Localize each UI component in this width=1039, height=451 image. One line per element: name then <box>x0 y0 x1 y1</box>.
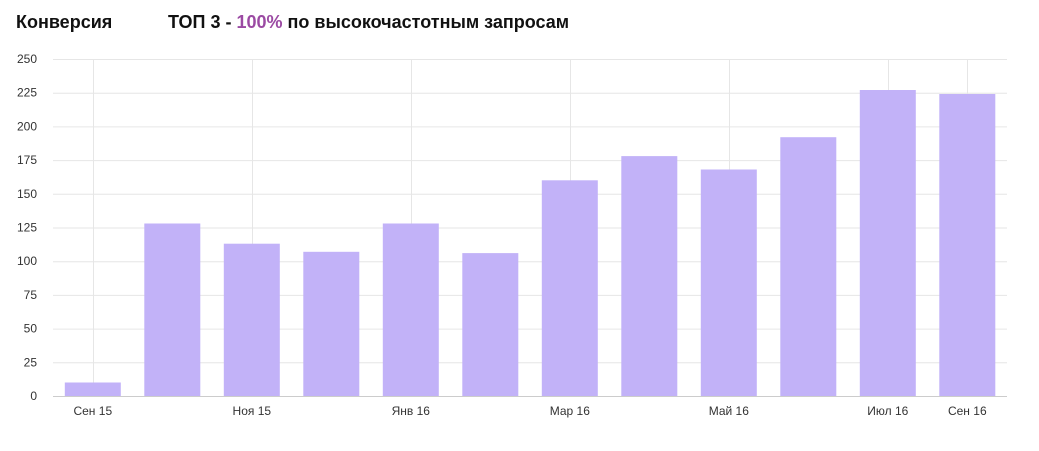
axis-layer: 0 25 50 75 100 125 150 175 200 225 250 Сен 15 Ноя 15… <box>17 52 1007 418</box>
x-tick-label: Сен 15 <box>73 404 112 418</box>
bar <box>700 169 757 396</box>
headline-value: 100% <box>236 12 283 32</box>
y-tick-label: 75 <box>24 288 38 302</box>
x-tick-label: Янв 16 <box>392 404 431 418</box>
bar <box>541 180 598 396</box>
chart-headline: ТОП 3 - 100% по высокочастотным запросам <box>168 10 569 34</box>
y-tick-label: 50 <box>24 322 38 336</box>
bar <box>939 94 996 396</box>
x-tick-label: Май 16 <box>709 404 750 418</box>
y-tick-label: 0 <box>30 389 37 403</box>
bar <box>621 156 678 396</box>
y-tick-label: 150 <box>17 187 37 201</box>
headline-suffix: по высокочастотным запросам <box>282 12 570 32</box>
y-tick-label: 25 <box>24 355 38 369</box>
bar <box>462 253 519 396</box>
y-tick-label: 250 <box>17 52 37 66</box>
bar <box>223 243 280 396</box>
y-tick-label: 125 <box>17 221 37 235</box>
bar <box>382 223 439 396</box>
x-tick-label: Сен 16 <box>948 404 987 418</box>
y-tick-label: 200 <box>17 119 37 133</box>
bar <box>303 251 360 396</box>
x-tick-label: Июл 16 <box>867 404 908 418</box>
y-tick-label: 175 <box>17 153 37 167</box>
x-tick-label: Мар 16 <box>550 404 590 418</box>
bar <box>859 90 916 396</box>
bar <box>780 137 837 396</box>
y-tick-label: 225 <box>17 86 37 100</box>
bar <box>64 382 121 396</box>
x-tick-label: Ноя 15 <box>233 404 272 418</box>
y-tick-label: 100 <box>17 254 37 268</box>
bar <box>144 223 201 396</box>
section-label: Конверсия <box>16 12 113 32</box>
bar-layer <box>64 90 996 396</box>
headline-prefix: ТОП 3 - <box>168 12 237 32</box>
